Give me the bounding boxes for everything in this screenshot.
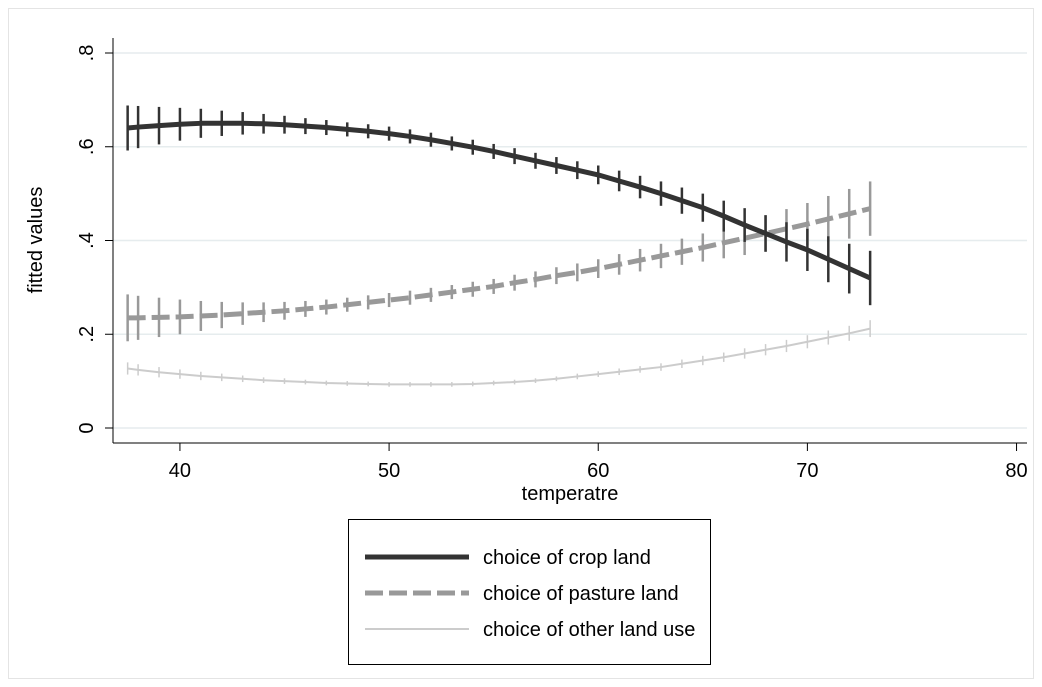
y-tick-label: .4 xyxy=(76,232,98,249)
legend-label: choice of pasture land xyxy=(483,583,679,605)
y-tick-label: 0 xyxy=(76,422,98,433)
series-line xyxy=(127,206,871,321)
x-tick-label: 80 xyxy=(1005,460,1027,482)
series-line xyxy=(127,120,872,281)
series-line xyxy=(127,327,871,386)
x-tick-label: 50 xyxy=(378,460,400,482)
x-tick-label: 40 xyxy=(169,460,191,482)
x-tick-label: 70 xyxy=(796,460,818,482)
legend-label: choice of other land use xyxy=(483,619,695,641)
legend-label: choice of crop land xyxy=(483,547,651,569)
legend-box xyxy=(348,519,711,665)
x-tick-label: 60 xyxy=(587,460,609,482)
x-axis-title: temperatre xyxy=(522,483,619,505)
y-tick-label: .8 xyxy=(76,45,98,62)
y-tick-label: .2 xyxy=(76,326,98,343)
y-axis-title: fitted values xyxy=(25,187,47,294)
y-tick-label: .6 xyxy=(76,138,98,155)
